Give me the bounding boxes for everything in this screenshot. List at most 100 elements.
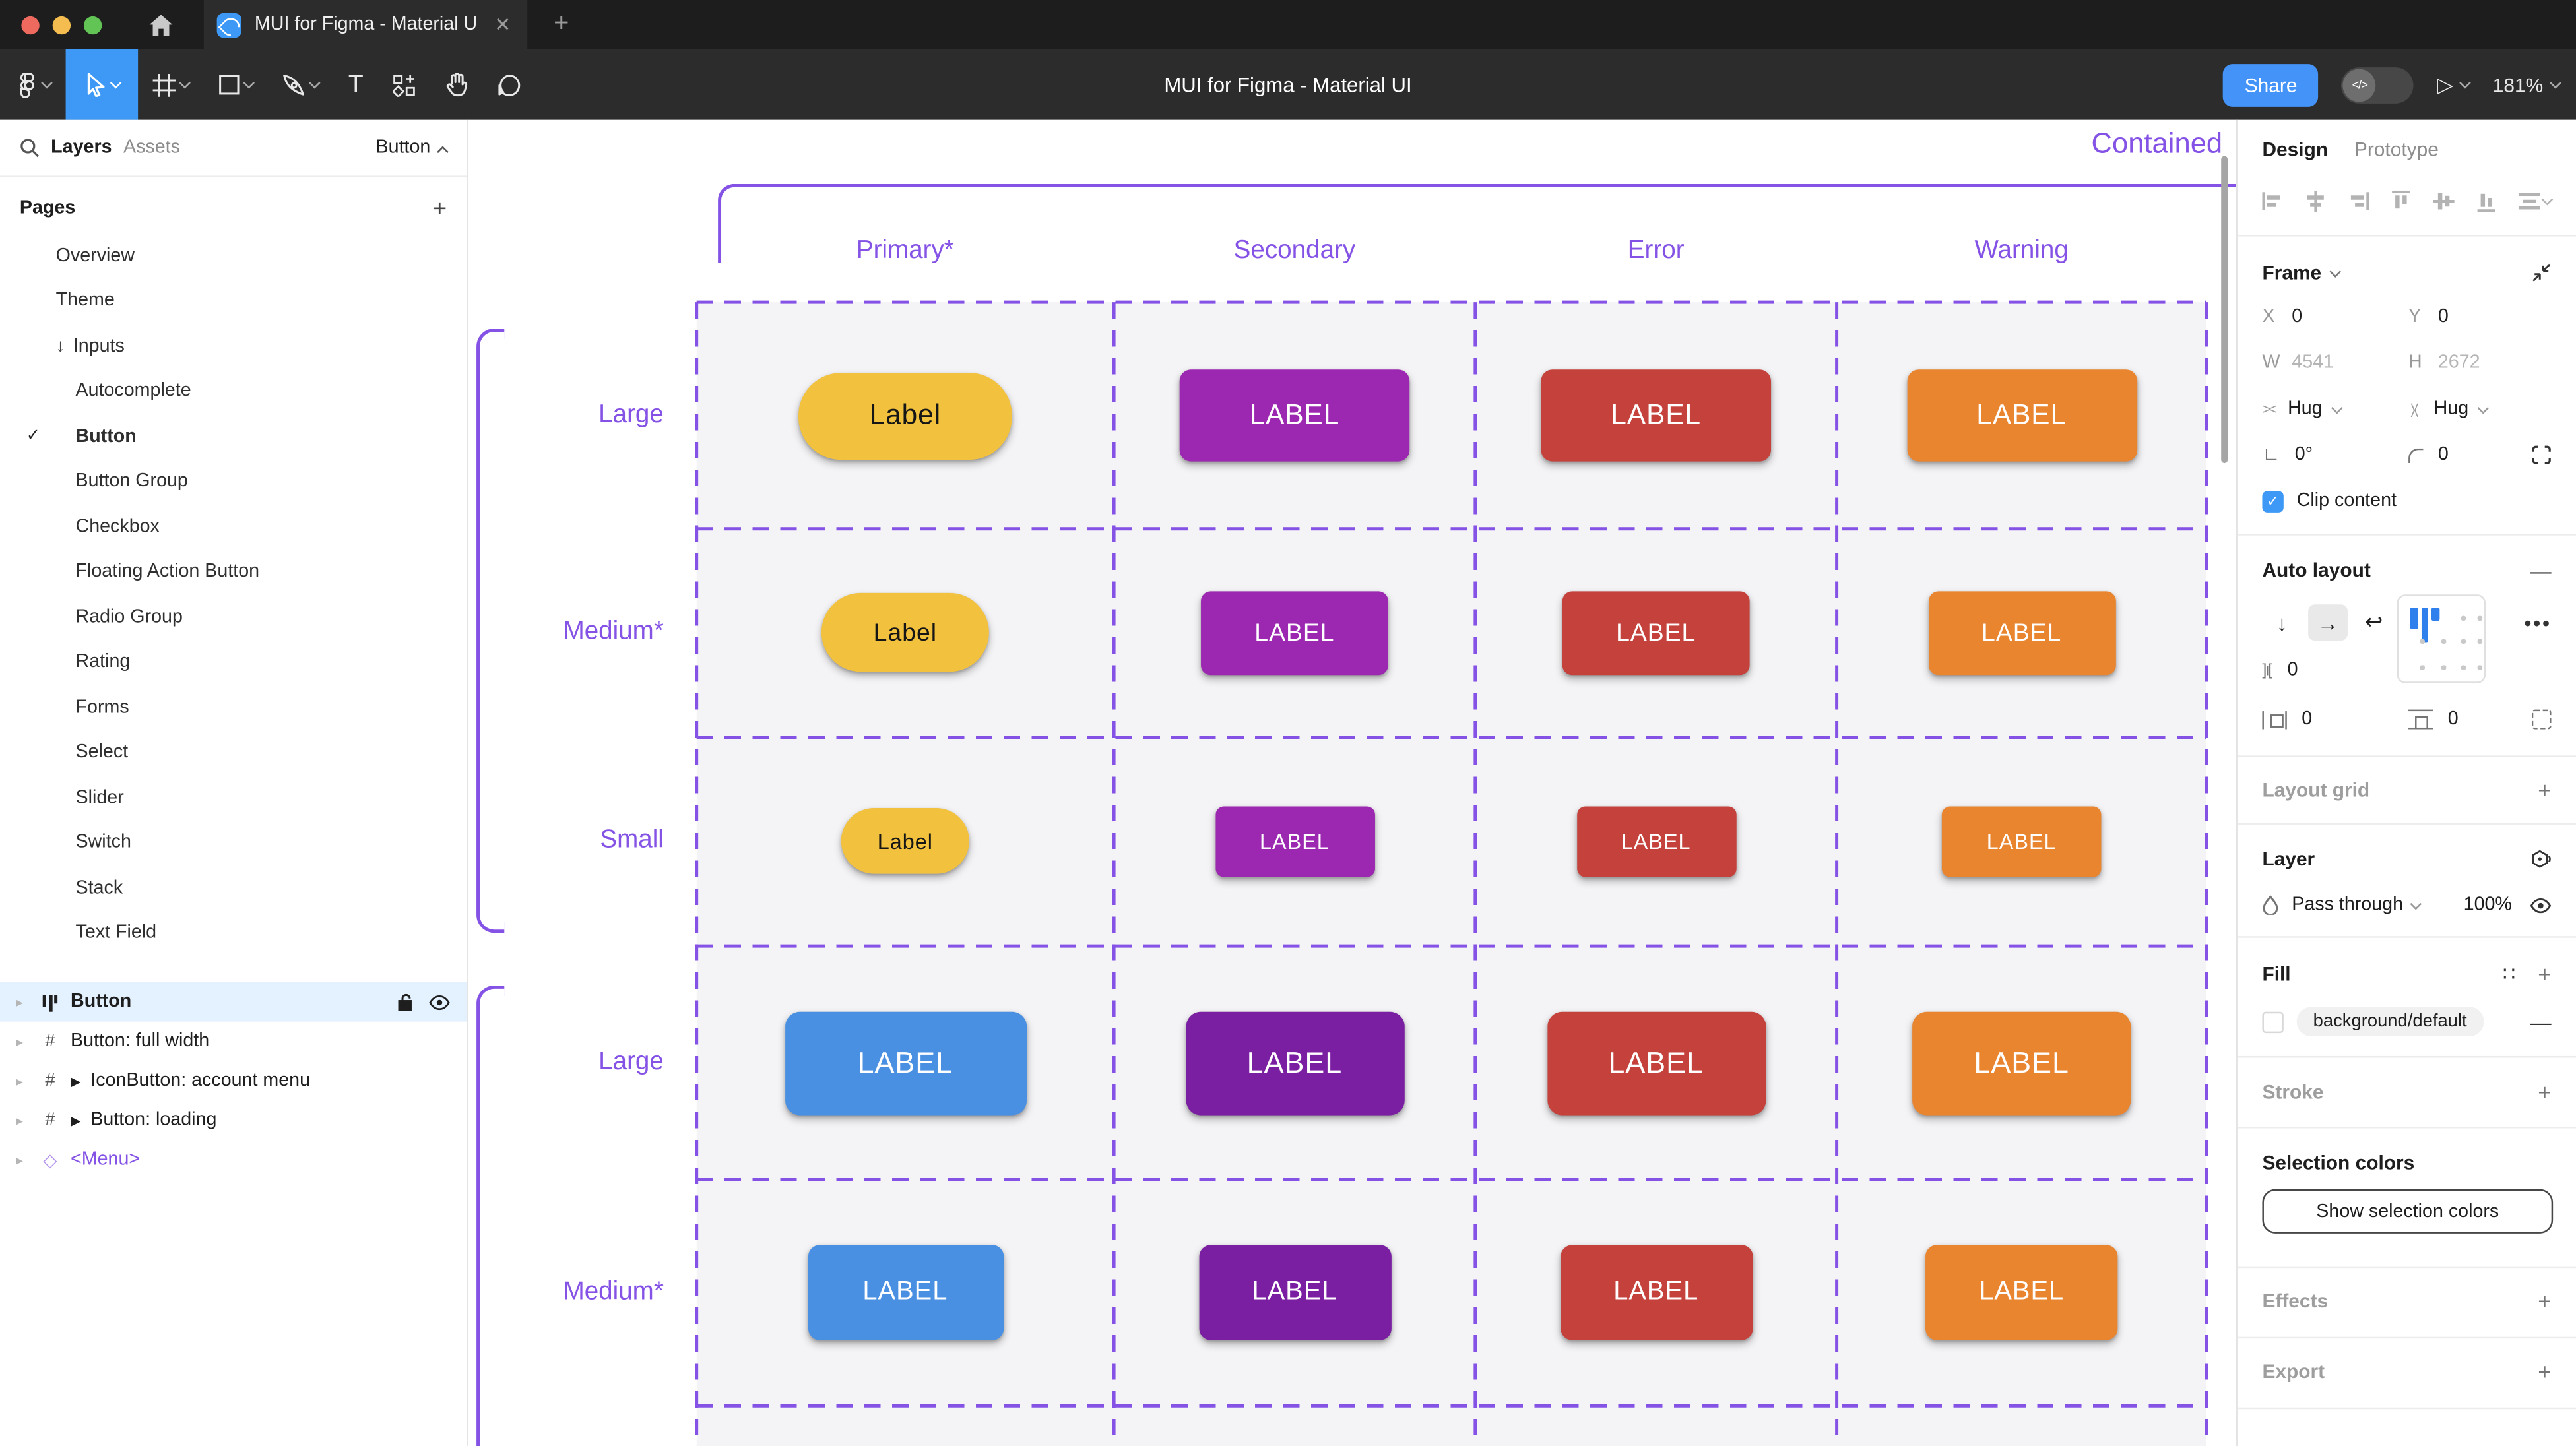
blend-mode-value[interactable]: Pass through bbox=[2292, 895, 2403, 915]
auto-layout-wrap-button[interactable]: ↩ bbox=[2365, 609, 2383, 635]
mui-button-large-secondary[interactable]: LABEL bbox=[1179, 369, 1410, 462]
add-fill-button[interactable]: + bbox=[2538, 960, 2552, 988]
frame-title[interactable]: Contained bbox=[2091, 126, 2223, 160]
mui-button-large-primary[interactable]: LABEL bbox=[784, 1011, 1026, 1115]
file-tab[interactable]: MUI for Figma - Material UI ✕ bbox=[203, 0, 528, 49]
mui-button-medium-secondary[interactable]: LABEL bbox=[1198, 1245, 1391, 1340]
height-value[interactable]: 2672 bbox=[2437, 353, 2480, 373]
mui-button-medium-primary[interactable]: LABEL bbox=[807, 1245, 1004, 1340]
add-page-button[interactable]: + bbox=[432, 195, 447, 223]
mui-button-large-warning[interactable]: LABEL bbox=[1906, 369, 2137, 462]
gap-value[interactable]: 0 bbox=[2287, 660, 2298, 680]
auto-layout-horizontal-button[interactable]: → bbox=[2308, 604, 2348, 641]
mui-button-large-warning[interactable]: LABEL bbox=[1912, 1011, 2131, 1115]
pen-tool-button[interactable] bbox=[268, 73, 334, 96]
sidebar-item-select[interactable]: Select bbox=[0, 730, 467, 775]
mui-button-medium-warning[interactable]: LABEL bbox=[1925, 1245, 2118, 1340]
blend-mode-icon[interactable] bbox=[2530, 848, 2551, 869]
show-selection-colors-button[interactable]: Show selection colors bbox=[2262, 1189, 2554, 1234]
sidebar-item-floating-action-button[interactable]: Floating Action Button bbox=[0, 550, 467, 594]
add-stroke-button[interactable]: + bbox=[2538, 1079, 2552, 1106]
expand-chevron-icon[interactable]: ▸ bbox=[16, 1073, 23, 1088]
sidebar-item-radio-group[interactable]: Radio Group bbox=[0, 594, 467, 639]
eye-icon[interactable] bbox=[2530, 897, 2552, 912]
text-tool-button[interactable]: T bbox=[333, 71, 378, 98]
mui-button-medium-error[interactable]: LABEL bbox=[1562, 590, 1750, 675]
shape-tool-button[interactable] bbox=[204, 74, 268, 95]
sidebar-item-switch[interactable]: Switch bbox=[0, 821, 467, 865]
sidebar-item-text-field[interactable]: Text Field bbox=[0, 911, 467, 956]
sidebar-item-checkbox[interactable]: Checkbox bbox=[0, 504, 467, 549]
mui-button-small-error[interactable]: LABEL bbox=[1576, 805, 1736, 877]
maximize-window-button[interactable] bbox=[83, 15, 102, 34]
sidebar-item-autocomplete[interactable]: Autocomplete bbox=[0, 369, 467, 414]
hand-tool-button[interactable] bbox=[431, 73, 484, 97]
sidebar-item-overview[interactable]: Overview bbox=[0, 234, 467, 278]
share-button[interactable]: Share bbox=[2223, 63, 2319, 106]
mui-button-small-primary[interactable]: Label bbox=[841, 807, 969, 874]
layer-row-button-loading[interactable]: ▸ # ▶ Button: loading bbox=[0, 1100, 467, 1140]
frame-tool-button[interactable] bbox=[138, 73, 204, 96]
remove-auto-layout-button[interactable]: — bbox=[2530, 557, 2552, 582]
search-icon[interactable] bbox=[20, 138, 40, 158]
add-export-button[interactable]: + bbox=[2538, 1358, 2552, 1385]
align-right-icon[interactable] bbox=[2348, 190, 2369, 211]
dev-mode-toggle[interactable]: </> bbox=[2341, 66, 2414, 103]
move-tool-button[interactable] bbox=[65, 49, 139, 120]
rotation-value[interactable]: 0° bbox=[2294, 445, 2313, 465]
frame-section-header[interactable]: Frame bbox=[2262, 261, 2322, 284]
lock-icon[interactable] bbox=[398, 993, 414, 1011]
vertical-padding-value[interactable]: 0 bbox=[2447, 709, 2459, 730]
align-v-center-icon[interactable] bbox=[2433, 190, 2455, 211]
mui-button-large-error[interactable]: LABEL bbox=[1541, 369, 1772, 462]
expand-chevron-icon[interactable]: ▸ bbox=[16, 1112, 23, 1128]
resources-tool-button[interactable] bbox=[378, 73, 431, 96]
tab-layers[interactable]: Layers bbox=[51, 138, 112, 158]
hug-horizontal-value[interactable]: Hug bbox=[2288, 399, 2323, 419]
independent-corners-icon[interactable] bbox=[2532, 445, 2552, 465]
zoom-control[interactable]: 181% bbox=[2493, 73, 2561, 96]
x-value[interactable]: 0 bbox=[2292, 307, 2303, 327]
comment-tool-button[interactable] bbox=[483, 73, 536, 96]
canvas[interactable]: Contained Primary* Secondary Error Warning L… bbox=[468, 119, 2236, 1446]
layer-row-iconbutton-account-menu[interactable]: ▸ # ▶ IconButton: account menu bbox=[0, 1061, 467, 1100]
align-bottom-icon[interactable] bbox=[2476, 190, 2497, 211]
mui-button-large-secondary[interactable]: LABEL bbox=[1185, 1011, 1404, 1115]
mui-button-large-error[interactable]: LABEL bbox=[1547, 1011, 1766, 1115]
tab-prototype[interactable]: Prototype bbox=[2354, 138, 2439, 162]
fill-styles-icon[interactable]: ∷ bbox=[2502, 962, 2515, 986]
layer-row-button-full-width[interactable]: ▸ # Button: full width bbox=[0, 1022, 467, 1061]
mui-button-medium-secondary[interactable]: LABEL bbox=[1201, 590, 1388, 675]
hug-vertical-value[interactable]: Hug bbox=[2433, 399, 2469, 419]
auto-layout-vertical-button[interactable]: ↓ bbox=[2276, 610, 2288, 635]
align-h-center-icon[interactable] bbox=[2305, 189, 2326, 211]
home-button[interactable] bbox=[138, 0, 184, 49]
expand-chevron-icon[interactable]: ▸ bbox=[16, 1152, 23, 1168]
sidebar-item-theme[interactable]: Theme bbox=[0, 278, 467, 323]
remove-fill-button[interactable]: — bbox=[2530, 1009, 2552, 1034]
sidebar-item-button-group[interactable]: Button Group bbox=[0, 459, 467, 504]
clip-content-checkbox[interactable]: ✓ bbox=[2262, 490, 2284, 512]
add-effect-button[interactable]: + bbox=[2538, 1288, 2552, 1314]
opacity-value[interactable]: 100% bbox=[2463, 895, 2512, 915]
align-top-icon[interactable] bbox=[2391, 189, 2412, 211]
auto-layout-alignment-box[interactable] bbox=[2397, 594, 2486, 683]
more-options-icon[interactable]: ••• bbox=[2524, 610, 2552, 635]
canvas-scrollbar[interactable] bbox=[2221, 156, 2228, 464]
tab-close-icon[interactable]: ✕ bbox=[494, 13, 511, 36]
layer-row-button[interactable]: ▸ Button bbox=[0, 982, 467, 1022]
distribute-icon[interactable] bbox=[2518, 190, 2554, 211]
shrink-to-fit-icon[interactable] bbox=[2532, 263, 2552, 282]
mui-button-medium-error[interactable]: LABEL bbox=[1560, 1245, 1753, 1340]
component-filter-dropdown[interactable]: Button bbox=[376, 138, 449, 158]
expand-chevron-icon[interactable]: ▸ bbox=[16, 994, 23, 1009]
fill-color-swatch[interactable] bbox=[2262, 1011, 2284, 1032]
main-menu-button[interactable] bbox=[0, 49, 66, 120]
y-value[interactable]: 0 bbox=[2437, 307, 2449, 327]
layer-row--menu-[interactable]: ▸ ◇ <Menu> bbox=[0, 1140, 467, 1179]
mui-button-small-secondary[interactable]: LABEL bbox=[1215, 805, 1374, 877]
eye-icon[interactable] bbox=[429, 994, 450, 1009]
independent-padding-icon[interactable] bbox=[2531, 709, 2552, 730]
minimize-window-button[interactable] bbox=[52, 15, 71, 34]
mui-button-small-warning[interactable]: LABEL bbox=[1941, 805, 2102, 877]
